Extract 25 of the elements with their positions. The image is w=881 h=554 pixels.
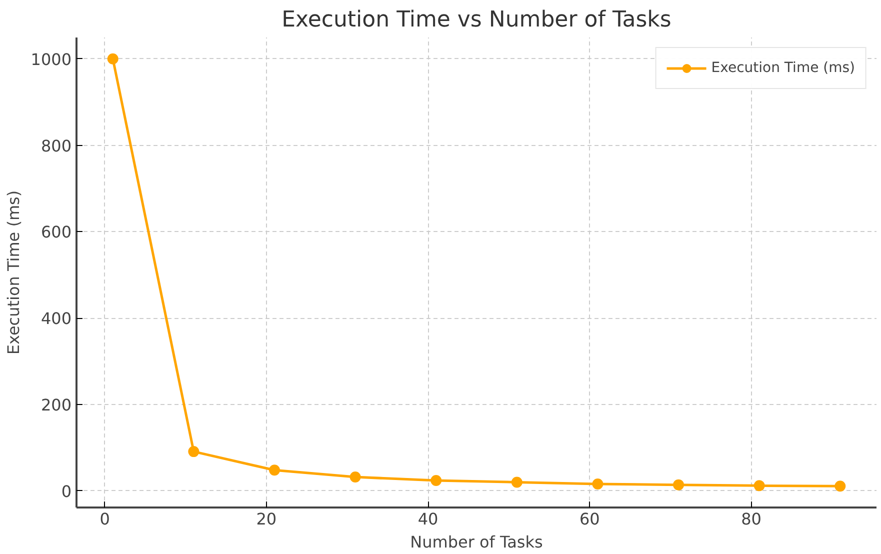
y-tick-label: 200 xyxy=(40,395,72,414)
x-tick-label: 60 xyxy=(579,510,600,528)
x-tick-label: 40 xyxy=(418,510,438,528)
y-tick-label: 1000 xyxy=(30,50,72,69)
x-tick-label: 0 xyxy=(100,510,110,528)
y-tick-label: 0 xyxy=(61,482,72,501)
y-tick-label: 400 xyxy=(40,309,72,328)
x-axis-title: Number of Tasks xyxy=(410,532,543,552)
point xyxy=(592,478,604,490)
y-tick-label: 600 xyxy=(40,222,72,242)
point xyxy=(673,479,684,490)
point xyxy=(834,480,846,492)
point xyxy=(754,480,765,492)
x-tick-label: 80 xyxy=(741,510,762,528)
point xyxy=(430,475,442,486)
y-tick-label: 800 xyxy=(40,136,72,156)
y-axis-title: Execution Time (ms) xyxy=(4,190,23,355)
point xyxy=(350,472,361,483)
point xyxy=(188,446,200,458)
point xyxy=(268,464,280,476)
point xyxy=(107,53,118,64)
x-tick-label: 20 xyxy=(256,510,277,528)
point xyxy=(511,476,522,488)
legend-label: Execution Time (ms) xyxy=(711,60,855,76)
chart-title: Execution Time vs Number of Tasks xyxy=(282,8,672,32)
